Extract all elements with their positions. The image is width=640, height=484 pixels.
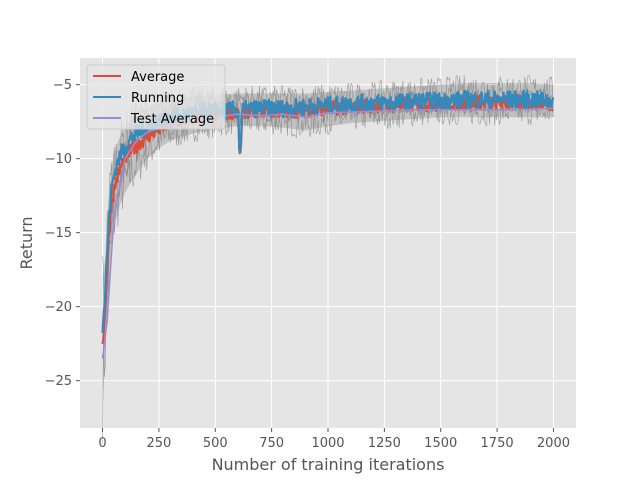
legend: Average Running Test Average: [86, 64, 226, 130]
legend-label: Running: [131, 91, 184, 106]
x-tick-label: 750: [259, 436, 284, 451]
x-tick-label: 250: [146, 436, 171, 451]
x-axis-label: Number of training iterations: [212, 455, 445, 474]
y-axis-label: Return: [17, 216, 36, 269]
y-tick-label: −25: [45, 374, 72, 389]
y-axis-ticks: −25 −20 −15 −10 −5: [45, 78, 80, 389]
legend-box: [86, 64, 226, 130]
x-tick-label: 0: [98, 436, 106, 451]
spread-band-trace: [102, 98, 554, 444]
x-tick-label: 2000: [537, 436, 570, 451]
x-tick-label: 500: [203, 436, 228, 451]
x-axis-ticks: 0 250 500 750 1000 1250 1500 1750 2000: [98, 428, 570, 451]
y-tick-label: −5: [53, 78, 72, 93]
y-tick-label: −10: [45, 152, 72, 167]
x-tick-label: 1000: [311, 436, 344, 451]
x-tick-label: 1500: [424, 436, 457, 451]
y-tick-label: −15: [45, 226, 72, 241]
y-tick-label: −20: [45, 300, 72, 315]
x-tick-label: 1750: [481, 436, 514, 451]
legend-label: Test Average: [130, 112, 214, 127]
x-tick-label: 1250: [368, 436, 401, 451]
legend-label: Average: [131, 70, 184, 85]
series-line-test-average: [101, 107, 554, 359]
